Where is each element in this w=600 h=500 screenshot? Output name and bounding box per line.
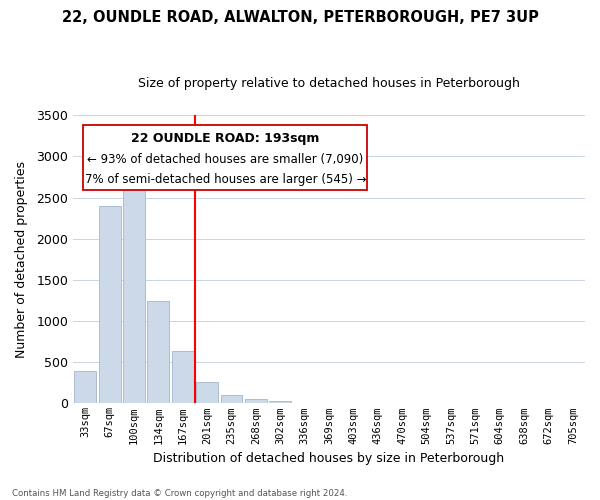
Bar bbox=[98, 206, 121, 404]
Title: Size of property relative to detached houses in Peterborough: Size of property relative to detached ho… bbox=[138, 78, 520, 90]
Bar bbox=[293, 402, 316, 404]
Text: Contains HM Land Registry data © Crown copyright and database right 2024.: Contains HM Land Registry data © Crown c… bbox=[12, 488, 347, 498]
Text: ← 93% of detached houses are smaller (7,090): ← 93% of detached houses are smaller (7,… bbox=[87, 152, 364, 166]
Text: 22 OUNDLE ROAD: 193sqm: 22 OUNDLE ROAD: 193sqm bbox=[131, 132, 320, 145]
Bar bbox=[74, 372, 96, 404]
Text: 22, OUNDLE ROAD, ALWALTON, PETERBOROUGH, PE7 3UP: 22, OUNDLE ROAD, ALWALTON, PETERBOROUGH,… bbox=[62, 10, 538, 25]
Bar bbox=[221, 394, 242, 404]
Bar bbox=[245, 400, 267, 404]
Bar bbox=[269, 402, 291, 404]
Bar bbox=[196, 382, 218, 404]
Text: 7% of semi-detached houses are larger (545) →: 7% of semi-detached houses are larger (5… bbox=[85, 172, 366, 186]
Bar bbox=[148, 302, 169, 404]
X-axis label: Distribution of detached houses by size in Peterborough: Distribution of detached houses by size … bbox=[154, 452, 505, 465]
FancyBboxPatch shape bbox=[83, 126, 367, 190]
Y-axis label: Number of detached properties: Number of detached properties bbox=[15, 161, 28, 358]
Bar bbox=[172, 350, 194, 404]
Bar bbox=[123, 190, 145, 404]
